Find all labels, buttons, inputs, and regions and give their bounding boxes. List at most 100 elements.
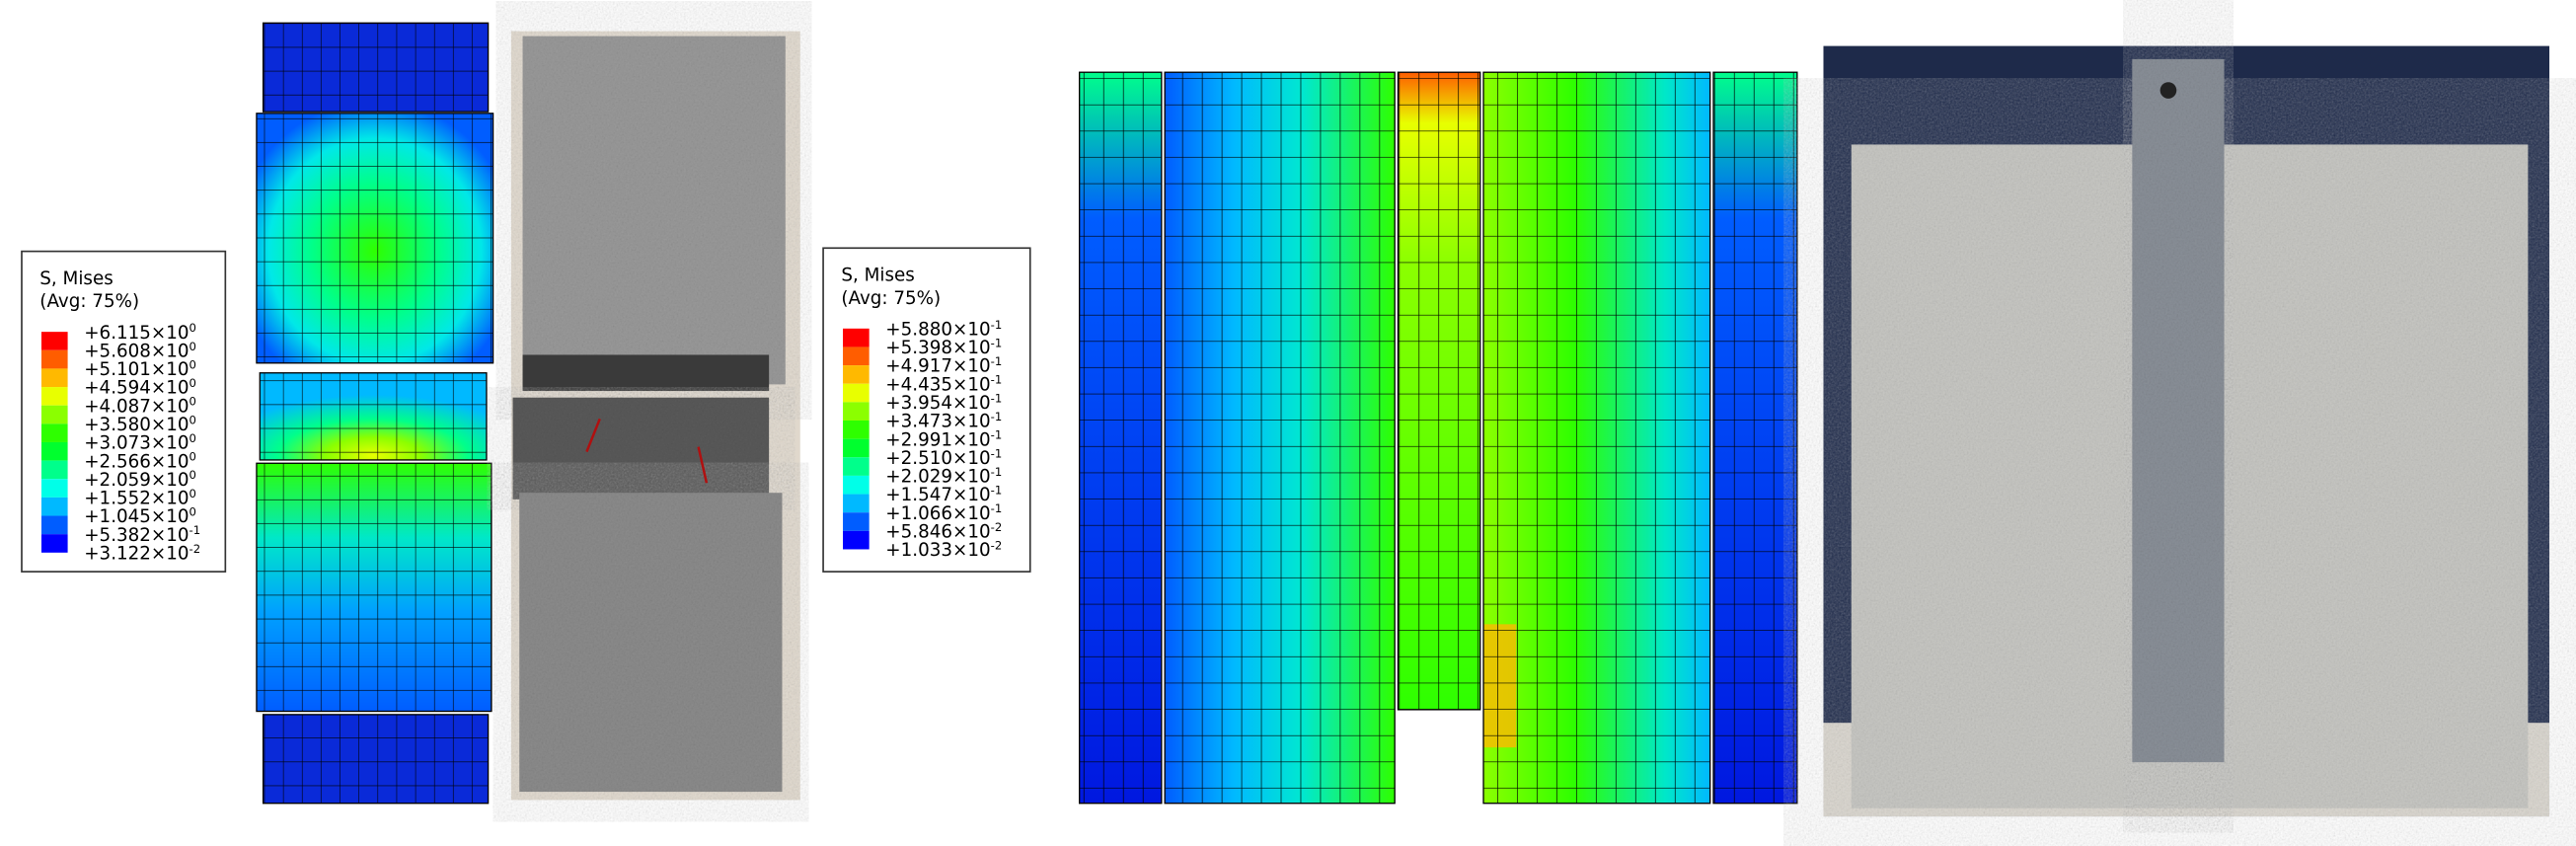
legend-label: +5.382×10-1 [84, 523, 200, 546]
legend-swatch [40, 515, 68, 535]
label-base: +3.580×10 [84, 415, 189, 435]
legend-label: +4.435×10-1 [885, 373, 1002, 396]
legend-label: +5.101×100 [84, 357, 196, 380]
label-base: +4.594×10 [84, 378, 189, 399]
label-base: +3.954×10 [885, 393, 990, 414]
specimen-photo-2 [1823, 45, 2550, 817]
label-exp: -1 [991, 484, 1003, 498]
label-exp: -1 [991, 373, 1003, 387]
legend-swatch [843, 346, 870, 366]
label-base: +2.510×10 [885, 448, 990, 469]
legend-swatch [843, 421, 870, 439]
legend-label: +4.917×10-1 [885, 354, 1002, 377]
label-exp: 0 [189, 468, 196, 482]
label-exp: -1 [991, 465, 1003, 479]
label-base: +1.552×10 [84, 489, 189, 509]
specimen-photo-1 [510, 31, 800, 801]
legend-swatch [40, 368, 68, 388]
legend-swatch [40, 349, 68, 369]
legend-label: +2.991×10-1 [885, 428, 1002, 451]
legend-swatch [843, 328, 870, 347]
legend-swatch [40, 460, 68, 480]
label-exp: -1 [991, 428, 1003, 442]
legend-swatch [843, 530, 870, 550]
label-base: +1.033×10 [885, 540, 990, 561]
label-exp: -1 [991, 410, 1003, 423]
label-exp: 0 [189, 340, 196, 353]
fea-model-2 [1078, 71, 1798, 805]
label-base: +5.608×10 [84, 341, 189, 361]
legend-swatch [843, 494, 870, 513]
legend: S, Mises(Avg: 75%)+5.880×10-1+5.398×10-1… [822, 247, 1031, 573]
label-exp: -1 [189, 523, 201, 537]
legend-label: +3.580×100 [84, 413, 196, 435]
legend-label: +2.059×100 [84, 468, 196, 491]
legend-label: +2.029×10-1 [885, 465, 1002, 488]
legend-swatch [843, 475, 870, 495]
label-base: +4.087×10 [84, 396, 189, 417]
legend-label: +3.473×10-1 [885, 410, 1002, 432]
label-exp: -2 [991, 520, 1003, 534]
label-base: +1.066×10 [885, 503, 990, 524]
label-base: +2.029×10 [885, 467, 990, 488]
label-base: +3.473×10 [885, 412, 990, 432]
legend-title: S, Mises [841, 266, 914, 286]
legend-swatch [40, 405, 68, 424]
legend-subtitle: (Avg: 75%) [841, 288, 941, 309]
legend-label: +1.033×10-2 [885, 538, 1002, 561]
label-exp: -1 [991, 391, 1003, 405]
legend-label: +4.594×100 [84, 376, 196, 399]
label-base: +2.059×10 [84, 470, 189, 491]
label-exp: -1 [991, 336, 1003, 349]
legend-swatch [40, 479, 68, 498]
label-exp: 0 [189, 450, 196, 464]
label-base: +2.566×10 [84, 451, 189, 472]
label-exp: 0 [189, 376, 196, 390]
label-base: +4.917×10 [885, 356, 990, 377]
label-base: +4.435×10 [885, 374, 990, 395]
legend-label: +1.045×100 [84, 505, 196, 528]
legend-label: +3.954×10-1 [885, 391, 1002, 414]
label-exp: 0 [189, 321, 196, 335]
legend-swatch [843, 512, 870, 531]
label-exp: 0 [189, 357, 196, 371]
label-base: +5.846×10 [885, 521, 990, 542]
fea-model-1 [256, 22, 494, 805]
legend-label: +5.398×10-1 [885, 336, 1002, 358]
label-exp: 0 [189, 487, 196, 500]
label-exp: -1 [991, 354, 1003, 368]
legend: S, Mises(Avg: 75%)+6.115×100+5.608×100+5… [21, 250, 227, 573]
label-base: +3.122×10 [84, 543, 189, 564]
legend-swatch [40, 332, 68, 350]
label-base: +1.547×10 [885, 485, 990, 505]
legend-label: +5.608×100 [84, 340, 196, 362]
legend-label: +5.846×10-2 [885, 520, 1002, 543]
label-exp: -2 [991, 538, 1003, 552]
legend-label: +2.566×100 [84, 450, 196, 473]
legend-swatch [843, 457, 870, 476]
label-base: +6.115×10 [84, 323, 189, 344]
legend-label: +6.115×100 [84, 321, 196, 344]
label-base: +5.880×10 [885, 319, 990, 340]
legend-swatch [843, 438, 870, 458]
label-exp: -2 [189, 542, 201, 556]
label-exp: 0 [189, 431, 196, 445]
label-base: +5.398×10 [885, 338, 990, 358]
legend-swatch [843, 402, 870, 422]
legend-label: +5.880×10-1 [885, 318, 1002, 341]
legend-label: +3.073×100 [84, 431, 196, 454]
legend-label: +1.547×10-1 [885, 484, 1002, 506]
legend-swatch [40, 441, 68, 461]
legend-label: +1.066×10-1 [885, 501, 1002, 524]
label-exp: -1 [991, 318, 1003, 332]
label-exp: 0 [189, 395, 196, 409]
label-exp: 0 [189, 505, 196, 519]
legend-swatch [40, 497, 68, 516]
legend-subtitle: (Avg: 75%) [39, 291, 139, 312]
label-base: +5.382×10 [84, 525, 189, 546]
legend-label: +3.122×10-2 [84, 542, 200, 565]
label-base: +2.991×10 [885, 429, 990, 450]
legend-swatch [40, 534, 68, 553]
legend-label: +2.510×10-1 [885, 446, 1002, 469]
